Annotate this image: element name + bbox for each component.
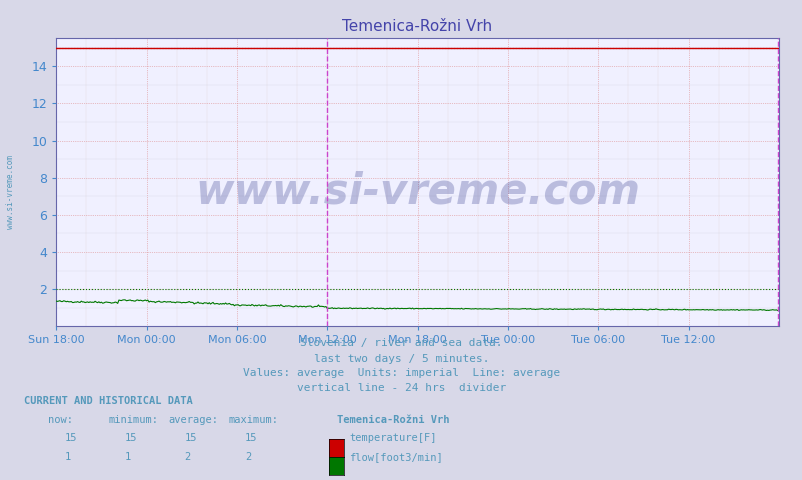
- Title: Temenica-Rožni Vrh: Temenica-Rožni Vrh: [342, 20, 492, 35]
- Text: now:: now:: [48, 415, 73, 425]
- Text: minimum:: minimum:: [108, 415, 158, 425]
- Text: 1: 1: [124, 452, 131, 462]
- Text: CURRENT AND HISTORICAL DATA: CURRENT AND HISTORICAL DATA: [24, 396, 192, 406]
- Text: average:: average:: [168, 415, 218, 425]
- Text: vertical line - 24 hrs  divider: vertical line - 24 hrs divider: [297, 383, 505, 393]
- Text: 2: 2: [184, 452, 191, 462]
- Text: temperature[F]: temperature[F]: [349, 433, 436, 443]
- Text: 2: 2: [245, 452, 251, 462]
- Text: Values: average  Units: imperial  Line: average: Values: average Units: imperial Line: av…: [242, 368, 560, 378]
- Text: flow[foot3/min]: flow[foot3/min]: [349, 452, 443, 462]
- Text: 15: 15: [245, 433, 257, 443]
- Text: Slovenia / river and sea data.: Slovenia / river and sea data.: [300, 338, 502, 348]
- Text: 1: 1: [64, 452, 71, 462]
- Text: last two days / 5 minutes.: last two days / 5 minutes.: [314, 354, 488, 364]
- Text: www.si-vreme.com: www.si-vreme.com: [6, 155, 15, 229]
- Text: maximum:: maximum:: [229, 415, 278, 425]
- Text: 15: 15: [64, 433, 77, 443]
- Text: www.si-vreme.com: www.si-vreme.com: [195, 170, 639, 212]
- Text: 15: 15: [124, 433, 137, 443]
- Text: 15: 15: [184, 433, 197, 443]
- Text: Temenica-Rožni Vrh: Temenica-Rožni Vrh: [337, 415, 449, 425]
